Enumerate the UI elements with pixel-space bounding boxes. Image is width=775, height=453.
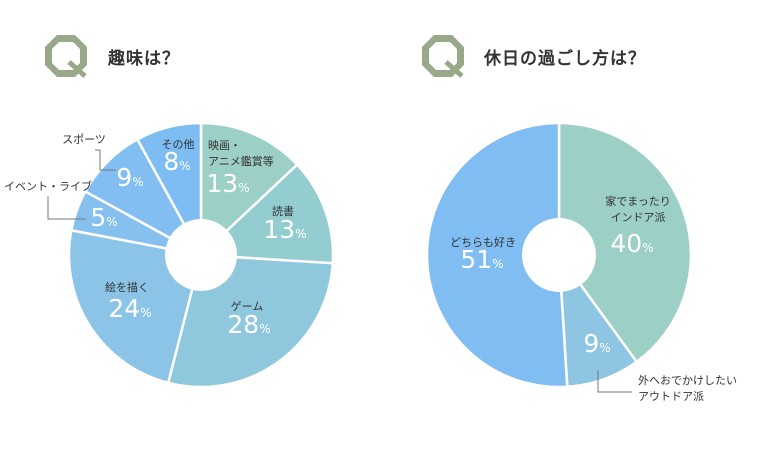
slice-label-line: アニメ鑑賞等 xyxy=(208,154,274,168)
slice-label-line: 絵を描く xyxy=(105,280,149,294)
slice-percentage-value: 8 xyxy=(163,147,179,176)
slice-label: 家でまったりインドア派 xyxy=(605,194,671,224)
slice-label-line: アウトドア派 xyxy=(638,390,704,403)
slice-percentage: 13% xyxy=(206,169,249,198)
slice-percentage-value: 51 xyxy=(460,245,492,274)
slice-label: 読書 xyxy=(272,204,294,218)
pie-slice xyxy=(135,121,203,256)
slice-percentage-unit: % xyxy=(259,322,270,336)
slice-label: スポーツ xyxy=(62,133,106,146)
slice-label-line: ゲーム xyxy=(231,300,264,313)
slice-label-line: スポーツ xyxy=(62,133,106,146)
q-octagon-icon xyxy=(422,35,464,78)
slice-label: イベント・ライブ xyxy=(4,179,92,193)
slice-percentage: 40% xyxy=(610,229,653,258)
pie-slice xyxy=(425,121,569,389)
slice-label-line: その他 xyxy=(162,138,195,151)
slice-percentage: 9% xyxy=(583,329,610,358)
slice-label: その他 xyxy=(162,138,195,151)
slice-label: ゲーム xyxy=(231,300,264,313)
slice-percentage-value: 5 xyxy=(90,203,106,232)
slice-percentage-unit: % xyxy=(132,175,143,189)
slice-percentage-unit: % xyxy=(492,257,503,271)
slice-percentage-value: 40 xyxy=(610,229,642,258)
slice-percentage-value: 13 xyxy=(263,215,295,244)
slice-percentage-value: 28 xyxy=(227,310,259,339)
slice-percentage-value: 24 xyxy=(108,294,140,323)
question-title-hobby: 趣味は？ xyxy=(108,49,180,69)
slice-label-line: インドア派 xyxy=(611,211,666,224)
slice-percentage: 5% xyxy=(90,203,117,232)
leader-line xyxy=(597,370,632,393)
slice-percentage: 51% xyxy=(460,245,503,274)
slice-label-line: 外へおでかけしたい xyxy=(638,374,737,387)
slice-percentage-value: 13 xyxy=(206,169,238,198)
slice-percentage-unit: % xyxy=(238,181,249,195)
slice-label-line: 映画・ xyxy=(208,139,241,152)
q-octagon-icon xyxy=(45,35,87,78)
pie-slice xyxy=(557,121,693,364)
slice-label-line: イベント・ライブ xyxy=(4,179,92,193)
leader-line xyxy=(47,196,86,220)
slice-percentage-unit: % xyxy=(642,241,653,255)
slice-label: 絵を描く xyxy=(105,280,149,294)
slice-percentage-unit: % xyxy=(140,306,151,320)
slice-percentage-unit: % xyxy=(179,159,190,173)
slice-label-line: どちらも好き xyxy=(450,235,516,249)
pie-slice xyxy=(198,162,335,265)
slice-percentage-unit: % xyxy=(599,341,610,355)
pie-slice xyxy=(199,121,299,258)
slice-percentage: 8% xyxy=(163,147,190,176)
question-title-holiday: 休日の過ごし方は？ xyxy=(484,49,646,69)
slice-percentage-value: 9 xyxy=(583,329,599,358)
slice-label-line: 家でまったり xyxy=(605,194,671,208)
donut-hole xyxy=(522,218,596,292)
slice-label: 映画・アニメ鑑賞等 xyxy=(208,139,274,168)
donut-hole xyxy=(165,219,237,291)
slice-label-line: 読書 xyxy=(272,204,294,218)
leader-line xyxy=(95,149,116,171)
slice-percentage: 13% xyxy=(263,215,306,244)
donut-chart-1: 映画・アニメ鑑賞等13%読書13%ゲーム28%絵を描く24%イベント・ライブ5%… xyxy=(4,121,335,389)
slice-percentage-unit: % xyxy=(106,215,117,229)
slice-label: どちらも好き xyxy=(450,235,516,249)
slice-percentage: 28% xyxy=(227,310,270,339)
slice-percentage: 24% xyxy=(108,294,151,323)
slice-percentage-value: 9 xyxy=(116,163,132,192)
slice-percentage: 9% xyxy=(116,163,143,192)
slice-percentage-unit: % xyxy=(295,227,306,241)
slice-label: 外へおでかけしたいアウトドア派 xyxy=(638,374,737,403)
